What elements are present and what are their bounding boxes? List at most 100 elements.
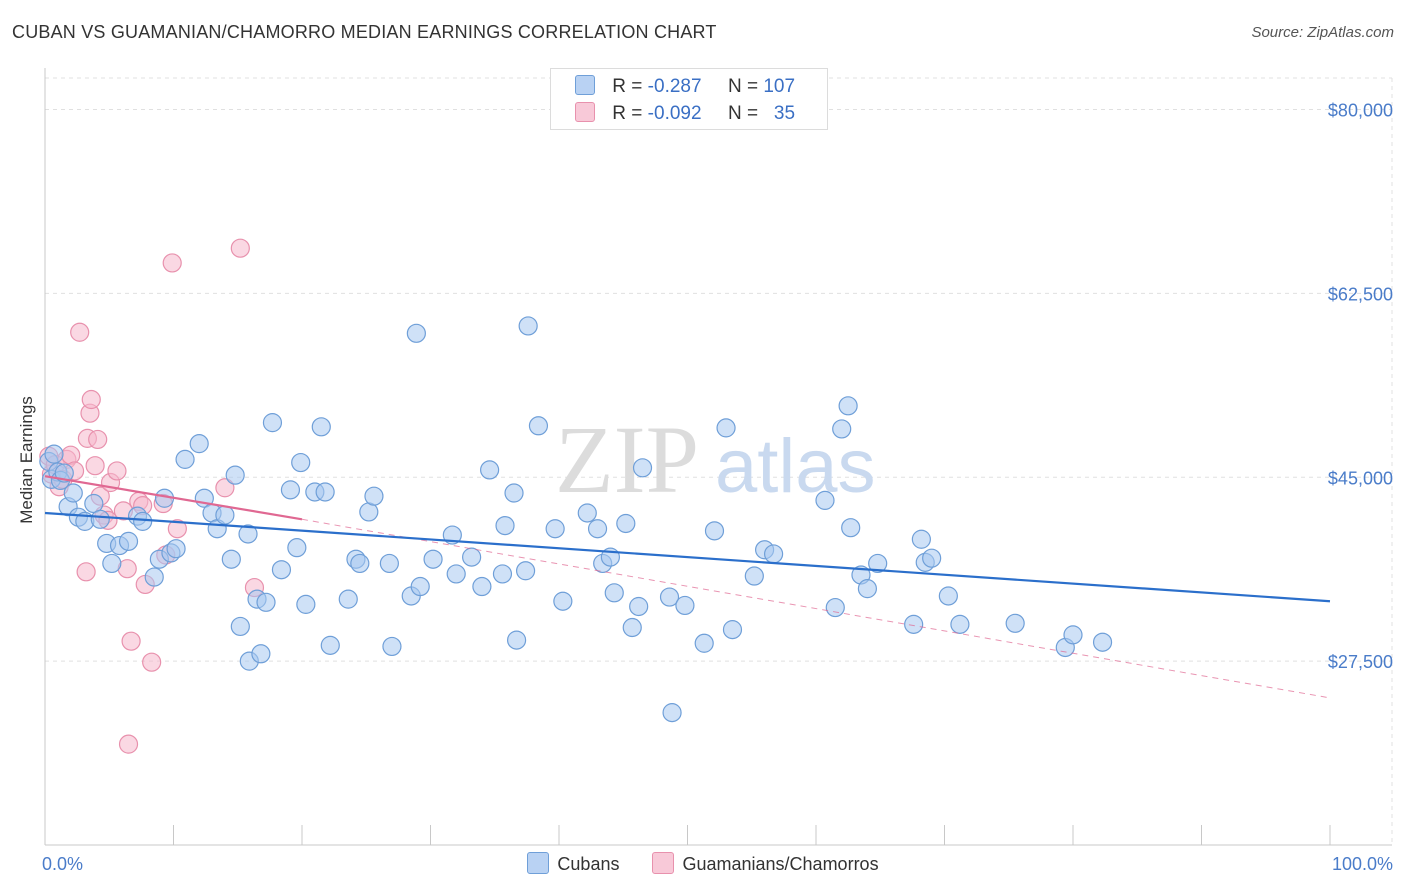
legend-item-guamanians: Guamanians/Chamorros [652,852,879,875]
cubans-point [54,463,74,483]
cubans-point [675,595,695,616]
cubans-point [296,594,316,614]
cubans-point [251,644,271,664]
guamanians-point [121,631,141,651]
cubans-point [868,553,888,574]
legend-n-value-cubans: 107 [763,76,796,97]
legend-n-label: N = [727,76,759,97]
cubans-point [230,616,250,637]
x-tick-labels: 0.0% 100.0% [42,854,1393,874]
cubans-point [287,538,307,558]
cubans-point [379,553,399,574]
legend-label-guamanians: Guamanians/Chamorros [682,854,879,874]
legend-n-label: N = [727,103,759,124]
cubans-point [256,592,276,612]
cubans-point [262,413,283,433]
legend-r-label: R = [612,76,643,97]
cubans-point [662,703,682,723]
legend-row-cubans: R = -0.287 N = 107 [575,75,795,99]
cubans-point [90,509,110,529]
cubans-point [102,553,122,574]
cubans-point [442,525,462,545]
x-tick-label-min: 0.0% [42,854,83,874]
guamanians-trend-line [44,475,303,521]
guamanians-point [215,478,235,498]
cubans-point [825,597,845,618]
cubans-point [604,583,624,603]
cubans-point [506,630,527,650]
cubans-trend-line [44,511,1331,603]
cubans-swatch-icon [575,75,595,95]
legend-item-cubans: Cubans [527,852,619,875]
correlation-legend: R = -0.287 N = 107 R = -0.092 N = 35 [550,68,828,130]
cubans-point [815,490,835,510]
cubans-point [904,614,924,634]
cubans-point [716,418,736,438]
cubans-point [515,561,536,581]
cubans-point [832,419,852,439]
guamanians-point [167,519,187,539]
cubans-point [1063,625,1083,645]
chart-title: CUBAN VS GUAMANIAN/CHAMORRO MEDIAN EARNI… [12,22,717,42]
y-tick-labels: $27,500 $45,000 $62,500 $80,000 [1328,101,1393,673]
watermark-zip: ZIP [555,406,699,513]
guamanians-point [162,253,182,273]
y-tick-label: $80,000 [1328,101,1393,121]
y-tick-label: $27,500 [1328,652,1393,672]
guamanians-swatch-icon [575,102,595,122]
cubans-point [495,515,515,536]
trend-lines [44,475,1331,699]
cubans-point [577,503,597,523]
cubans-point [280,480,301,500]
watermark-atlas: atlas [715,424,876,509]
cubans-point [629,596,649,617]
cubans-point [175,449,195,469]
cubans-point [492,564,513,584]
cubans-point [311,417,331,437]
cubans-point [350,553,370,574]
guamanians-point [81,389,101,410]
cubans-point [144,567,164,587]
cubans-point [694,633,714,653]
cubans-point [1092,632,1113,652]
cubans-point [410,576,430,597]
watermark: ZIP atlas [555,406,876,513]
cubans-point [704,521,725,541]
cubans-point [446,564,466,584]
guamanians-point [70,322,90,342]
cubans-point [166,539,186,559]
guamanians-point [85,456,105,476]
y-tick-label: $62,500 [1328,284,1393,304]
cubans-point [841,518,861,538]
cubans-point [722,620,743,640]
guamanians-legend-icon [652,852,675,874]
cubans-point [763,544,784,564]
cubans-point [225,465,245,485]
source-credit: Source: ZipAtlas.com [1251,24,1394,41]
cubans-point [320,635,340,655]
guamanians-trend-extension [301,518,1331,699]
cubans-point [545,519,565,539]
cubans-point [518,316,538,336]
cubans-point [118,531,139,551]
cubans-point [744,566,764,586]
cubans-point [838,396,858,416]
cubans-point [472,576,492,597]
legend-n-value-guamanians: 35 [773,103,796,124]
cubans-point [622,617,642,638]
cubans-point [632,458,653,478]
cubans-point [480,460,500,480]
guamanians-point [107,461,127,481]
cubans-point [922,548,942,568]
cubans-point [215,505,235,525]
cubans-point [44,444,64,464]
cubans-point [938,586,958,606]
cubans-point [238,524,258,544]
guamanians-point [142,652,162,672]
cubans-point [63,483,83,503]
legend-row-guamanians: R = -0.092 N = 35 [575,102,795,126]
cubans-point [133,511,153,531]
cubans-point [291,452,311,473]
cubans-point [504,483,524,503]
